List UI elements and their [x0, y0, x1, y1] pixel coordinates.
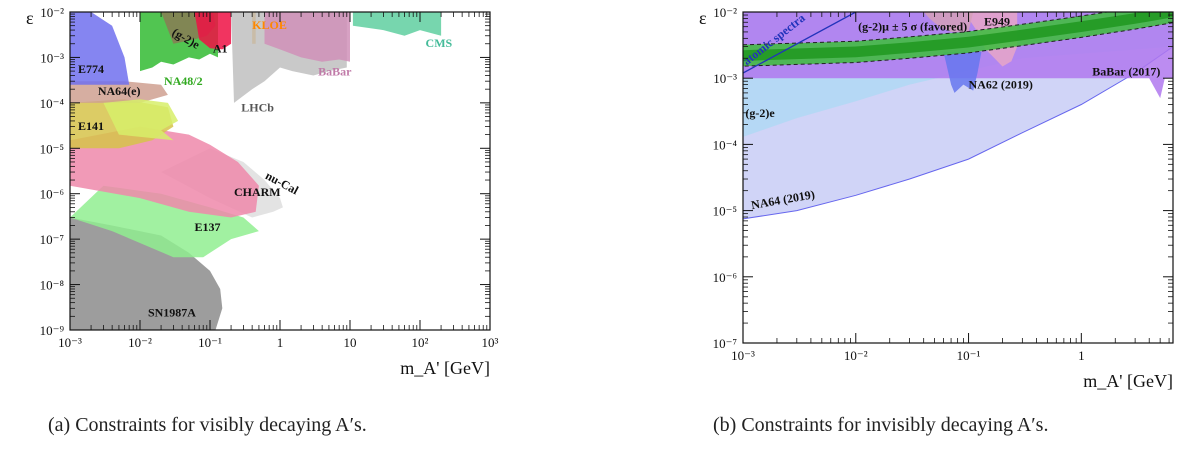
y-axis-label: ε — [26, 8, 34, 28]
chart-invisible-decays: NA64 (2019) (g-2)e BaBar (2017) NA62 (2019)… — [678, 0, 1183, 410]
y-tick-label: 10⁻⁴ — [713, 137, 738, 152]
chart-a-svg: SN1987AE137nu-CalCHARME141NA64(e)E774NA4… — [26, 5, 499, 378]
label-e949: E949 — [984, 14, 1010, 28]
y-tick-label: 10⁻⁴ — [40, 96, 65, 111]
label-lhcb: LHCb — [241, 100, 274, 114]
y-tick-label: 10⁻⁵ — [40, 141, 64, 156]
x-tick-label: 10⁻² — [844, 348, 868, 363]
y-tick-label: 10⁻⁹ — [40, 323, 65, 338]
y-tick-label: 10⁻³ — [713, 71, 737, 86]
label-na64-e: NA64(e) — [98, 84, 141, 98]
x-tick-label: 1 — [1078, 348, 1085, 363]
line-atomic-spectra — [743, 12, 857, 74]
label-na48-2: NA48/2 — [164, 74, 203, 88]
label-g-2-5-favored: (g-2)μ ± 5 σ (favored) — [858, 19, 967, 33]
region-na64-e — [70, 81, 168, 103]
y-tick-label: 10⁻² — [713, 5, 737, 20]
label-a1: A1 — [213, 41, 228, 55]
region-na62-2019 — [943, 51, 982, 93]
label-babar-2017: BaBar (2017) — [1092, 64, 1160, 78]
label-g-2-e: (g-2)e — [745, 106, 775, 120]
region-babar — [264, 12, 350, 62]
band-upper-edge — [743, 12, 1111, 46]
y-tick-label: 10⁻⁵ — [713, 204, 737, 219]
x-tick-label: 10² — [412, 335, 429, 350]
x-tick-label: 10⁻¹ — [957, 348, 981, 363]
region-charm — [70, 126, 259, 218]
x-tick-label: 10³ — [482, 335, 499, 350]
region-unlabeled-5 — [923, 12, 974, 32]
y-tick-label: 10⁻³ — [40, 50, 64, 65]
band-lower-edge — [743, 22, 1173, 67]
y-tick-label: 10⁻⁷ — [713, 336, 737, 351]
y-axis-label: ε — [699, 8, 707, 28]
label-babar: BaBar — [318, 65, 352, 79]
caption-invisible-decays: (b) Constraints for invisibly decaying A… — [713, 414, 1049, 436]
band-core-g-2-5-favored — [743, 12, 1173, 61]
y-tick-label: 10⁻⁶ — [40, 187, 64, 202]
x-tick-label: 10⁻¹ — [198, 335, 222, 350]
x-tick-label: 10⁻³ — [58, 335, 82, 350]
label-na62-2019: NA62 (2019) — [969, 77, 1033, 91]
region-cms — [352, 12, 442, 36]
y-tick-label: 10⁻⁷ — [40, 232, 64, 247]
region-e137 — [70, 185, 259, 258]
x-axis-label: m_A' [GeV] — [400, 358, 490, 378]
chart-visible-decays: SN1987A E137 nu-Cal CHARM E141 NA64(e) E774 NA4… — [0, 0, 520, 410]
label-kloe: KLOE — [252, 18, 287, 32]
x-tick-label: 10⁻³ — [731, 348, 755, 363]
region-unlabeled-7 — [103, 99, 179, 141]
x-axis-label: m_A' [GeV] — [1083, 371, 1173, 391]
y-tick-label: 10⁻² — [40, 5, 64, 20]
y-tick-label: 10⁻⁶ — [713, 270, 737, 285]
x-tick-label: 10⁻² — [128, 335, 152, 350]
x-tick-label: 1 — [277, 335, 284, 350]
y-tick-label: 10⁻⁸ — [40, 278, 65, 293]
x-tick-label: 10 — [344, 335, 357, 350]
region-a1 — [194, 12, 232, 50]
label-e774: E774 — [78, 62, 104, 76]
label-charm: CHARM — [234, 185, 281, 199]
label-cms: CMS — [426, 36, 453, 50]
caption-visible-decays: (a) Constraints for visibly decaying A′s… — [48, 414, 367, 436]
label-e141: E141 — [78, 119, 104, 133]
label-sn1987a: SN1987A — [148, 305, 196, 319]
label-e137: E137 — [194, 220, 220, 234]
region-sn1987a — [70, 217, 223, 330]
region-e774 — [70, 12, 130, 85]
